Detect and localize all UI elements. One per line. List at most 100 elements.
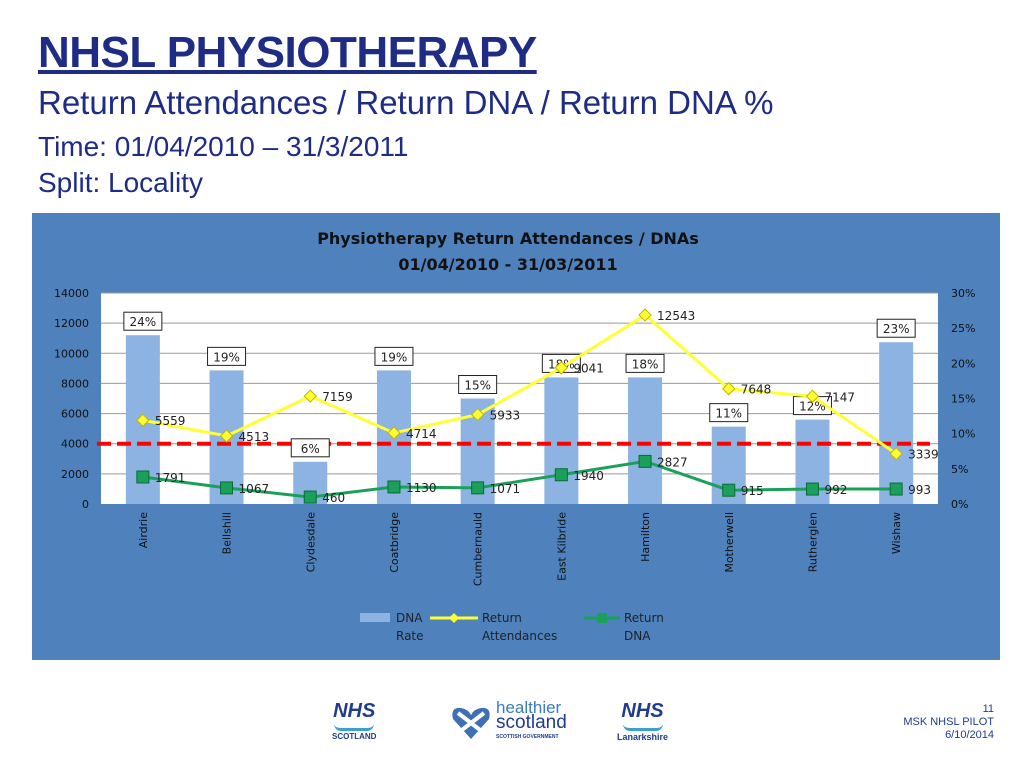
bar-label: 23% [883,322,910,336]
series-line-return-dna [142,459,897,499]
series-line-return-attendances [142,313,897,455]
data-label: 5559 [155,414,186,428]
bar-label: 11% [715,407,742,421]
data-label: 2827 [657,455,688,469]
data-point-return-dna [638,454,652,468]
data-label: 1067 [239,482,270,496]
legend-label: Attendances [482,629,557,643]
bar-label: 12% [799,400,826,414]
x-tick-label: Airdrie [137,512,150,548]
legend-label: DNA [396,611,423,625]
bar-label-box [374,346,414,366]
footer-date: 6/10/2014 [945,729,994,741]
split-label: Split: Locality [38,167,203,198]
data-label: 1071 [490,482,521,496]
y-tick-right: 0% [951,498,968,511]
data-point-return-dna [136,470,150,484]
data-label: 5933 [490,409,521,423]
data-point-return-attendances [303,389,317,403]
footer-project: MSK NHSL PILOT [903,716,994,728]
page-title: NHSL PHYSIOTHERAPY [38,28,537,77]
bar-label: 19% [213,350,240,364]
legend-marker-square [597,613,607,623]
data-label: 12543 [657,309,695,323]
data-label: 4513 [239,430,270,444]
data-label: 1130 [406,481,437,495]
bar-dna-rate [879,342,914,504]
y-tick-left: 6000 [61,408,89,421]
logo-text: healthier [496,698,562,717]
data-point-return-dna [722,483,736,497]
logo-text: scotland [496,712,567,733]
data-point-return-dna [303,490,317,504]
x-tick-label: Hamilton [639,512,652,562]
bar-label-box [876,318,916,338]
data-point-return-dna [387,480,401,494]
legend-label: Return [624,611,664,625]
legend-label: DNA [624,629,651,643]
y-tick-left: 4000 [61,438,89,451]
bar-label: 6% [301,442,320,456]
data-label: 7648 [741,383,772,397]
data-label: 993 [908,483,931,497]
data-point-return-dna [471,481,485,495]
logo-sub: Lanarkshire [617,732,669,742]
bar-label: 19% [381,350,408,364]
data-point-return-attendances [638,308,652,322]
data-point-return-dna [220,481,234,495]
x-tick-label: East Kilbride [555,512,568,581]
logo-sub: SCOTTISH GOVERNMENT [496,734,559,740]
data-point-return-dna [554,468,568,482]
data-point-return-attendances [219,429,234,443]
healthier-scotland-logo: healthier scotland SCOTTISH GOVERNMENT [450,698,567,745]
y-tick-right: 15% [951,393,975,406]
y-tick-left: 10000 [54,347,89,360]
page-number: 11 [982,703,994,715]
bar-label-box [458,375,498,394]
data-point-return-attendances [470,407,485,422]
y-tick-left: 8000 [61,377,89,390]
y-tick-right: 20% [951,357,975,370]
bar-label-box [207,346,247,366]
x-tick-label: Motherwell [723,512,736,573]
bar-dna-rate [628,377,663,504]
x-tick-label: Wishaw [890,512,903,554]
bar-label-box [625,353,665,373]
data-point-return-attendances [554,361,569,375]
x-tick-label: Coatbridge [388,512,401,573]
legend-marker-diamond [449,613,459,623]
chart-title: Physiotherapy Return Attendances / DNAs [317,229,699,248]
data-point-return-dna [805,482,819,496]
y-tick-left: 14000 [54,287,89,300]
data-label: 460 [322,491,345,505]
time-range: Time: 01/04/2010 – 31/3/2011 [38,131,409,162]
data-label: 1940 [573,469,604,483]
data-label: 992 [824,483,847,497]
data-point-return-attendances [889,446,903,461]
saltire-heart-icon [452,707,490,739]
y-tick-left: 2000 [61,468,89,481]
legend-label: Return [482,611,522,625]
bar-label-box [709,403,749,423]
data-label: 9041 [573,362,604,376]
legend-label: Rate [396,629,424,643]
chart-subtitle: 01/04/2010 - 31/03/2011 [398,255,617,274]
data-label: 3339 [908,448,939,462]
data-label: 915 [741,484,764,498]
y-tick-left: 12000 [54,317,89,330]
page-subtitle: Return Attendances / Return DNA / Return… [38,84,774,121]
data-label: 4714 [406,427,437,441]
x-tick-label: Rutherglen [806,512,819,572]
nhs-lanarkshire-logo: NHS Lanarkshire [617,700,668,742]
logo-mark: NHS [333,700,376,722]
logo-sub: SCOTLAND [332,732,377,741]
bar-label: 15% [464,379,491,393]
data-point-return-attendances [805,389,820,403]
legend-swatch-dna-rate [360,613,390,622]
x-tick-label: Cumbernauld [472,512,485,586]
x-tick-label: Bellshill [221,512,234,554]
data-point-return-attendances [387,426,401,440]
nhs-scotland-logo: NHS SCOTLAND [332,700,376,741]
logo-mark: NHS [621,700,664,722]
data-label: 7159 [322,390,353,404]
